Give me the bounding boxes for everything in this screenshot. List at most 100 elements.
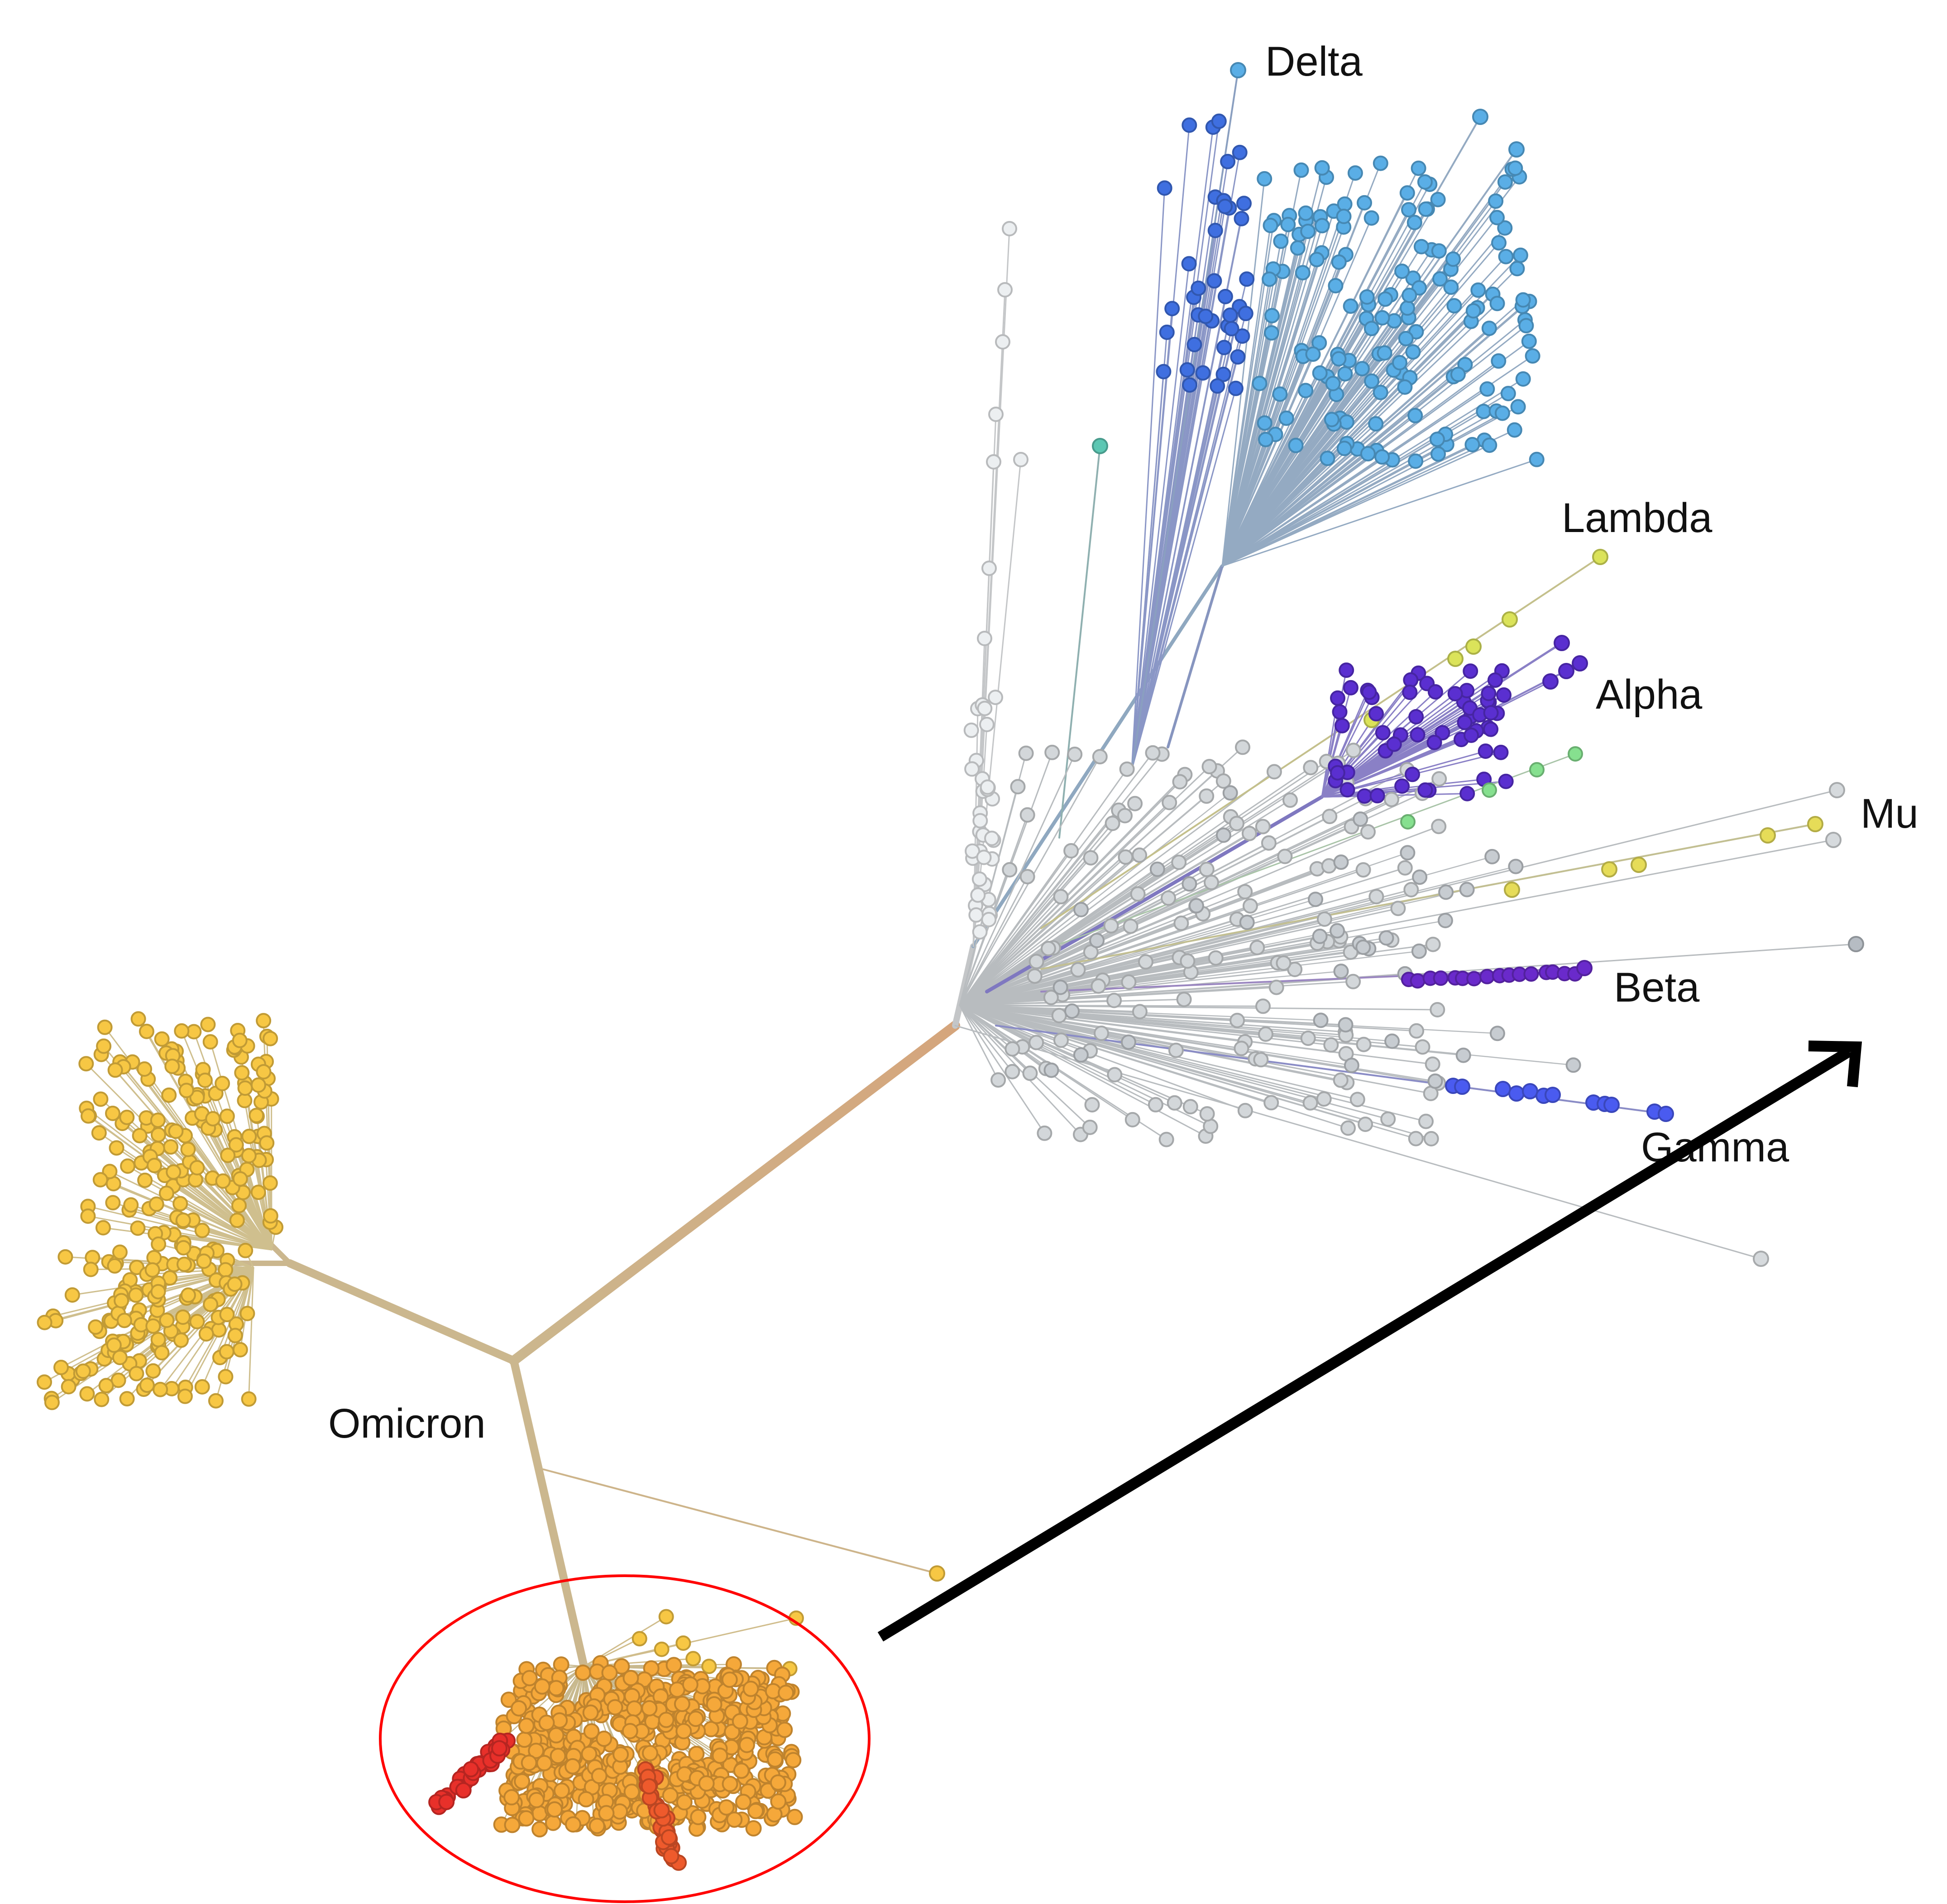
delta-branch [1221, 415, 1416, 567]
delta-dark-tip [1232, 144, 1248, 160]
other-tip [1053, 1032, 1069, 1048]
other-tip [1121, 1034, 1136, 1050]
other-branch [959, 781, 1181, 1006]
omicron-ba2-tip [514, 1773, 531, 1790]
other-tip [1229, 1012, 1245, 1028]
omicron-ba1-tip [211, 1322, 227, 1338]
other-branch [959, 1004, 1272, 1103]
delta-tip [1368, 416, 1384, 432]
other-branch [959, 818, 1361, 1006]
omicron-ba2-tip [598, 1805, 615, 1822]
delta-tip [1359, 289, 1375, 305]
other-branch [959, 998, 1185, 1006]
other-branch [959, 1004, 1013, 1050]
delta-tip [1482, 437, 1497, 453]
other-long-branch [954, 1025, 1762, 1260]
other-tip [1415, 1039, 1430, 1055]
lambda-tip [1592, 549, 1608, 565]
alpha-tip [1330, 690, 1345, 706]
delta-dark-tip [1217, 289, 1233, 304]
omicron-ba1-tip [96, 1038, 112, 1054]
omicron-ba2-tip [770, 1793, 787, 1810]
omicron-ba2-tip [738, 1736, 755, 1753]
other-tip [1323, 1037, 1339, 1053]
other-branch [959, 1004, 1353, 1066]
delta-tip [1339, 414, 1354, 430]
other-tip [1092, 749, 1108, 765]
omicron-ba2-tip [548, 1680, 564, 1697]
other-tip [1753, 1251, 1769, 1267]
omicron-ba1-tip [112, 1350, 128, 1365]
other-branch [959, 1004, 1073, 1012]
other-tip [1241, 825, 1257, 841]
alpha-tip [1332, 704, 1348, 720]
alpha-tip [1405, 767, 1420, 782]
other-tip [1053, 889, 1069, 905]
omicron-ba1-tip [107, 1258, 123, 1274]
alpha-tip [1459, 786, 1475, 801]
other-tip [1423, 1131, 1439, 1146]
other-tip [1408, 1131, 1424, 1146]
omicron-ba1-tip [95, 1220, 111, 1236]
other-tip [1489, 1026, 1505, 1041]
omicron-ba2-tip [665, 1657, 682, 1674]
basal-tip [972, 924, 988, 940]
other-tip [1353, 811, 1368, 827]
omicron-ba1-tip [161, 1087, 177, 1103]
delta-tip [1354, 361, 1370, 377]
delta-tip [1472, 109, 1488, 125]
other-tip [1390, 901, 1406, 916]
other-tip [1277, 849, 1293, 864]
delta-tip [1400, 300, 1415, 316]
omicron-ba1-tip [259, 1135, 275, 1151]
other-branch [959, 780, 1225, 1006]
delta-tip [1431, 243, 1447, 259]
delta-tip [1481, 321, 1497, 336]
delta-tip [1312, 365, 1328, 381]
omicron-ba2-tip [721, 1671, 738, 1688]
other-branch [959, 815, 1126, 1006]
omicron-ba1-tip [137, 1061, 153, 1077]
delta-branch [1221, 453, 1439, 567]
gamma-tip [1454, 1079, 1470, 1095]
other-tip [1300, 1031, 1316, 1046]
gamma-tip [1495, 1081, 1511, 1097]
other-tip [1400, 845, 1416, 861]
clade-label-lambda: Lambda [1562, 495, 1713, 541]
basal-tip [963, 722, 979, 738]
other-branch [959, 970, 1342, 1006]
omicron-ba1-tip [163, 1139, 179, 1155]
omicron-ba2-tip [718, 1799, 735, 1816]
delta-tip [1258, 432, 1273, 447]
omicron-ba1-tip [263, 1031, 278, 1046]
delta-tip [1298, 205, 1314, 221]
delta-tip [1470, 282, 1486, 298]
omicron-ba2-tip [612, 1803, 628, 1820]
alpha-tip [1558, 663, 1574, 679]
basal-tip [980, 779, 995, 795]
omicron-ba2-tip [706, 1696, 722, 1712]
delta-tip [1320, 451, 1335, 466]
other-branch [959, 768, 1128, 1006]
delta-tip [1401, 202, 1416, 218]
omicron-ba2-tip [591, 1768, 608, 1784]
omicron-ba1-tip [139, 1377, 155, 1393]
omicron-ba2-tip [511, 1700, 527, 1717]
beta-tip [1410, 973, 1426, 989]
alpha-tip [1542, 673, 1559, 690]
delta-tip [1446, 298, 1462, 314]
omicron-ba2-tip [685, 1651, 701, 1667]
trunk-branch [509, 1021, 960, 1366]
other-tip [1145, 745, 1161, 761]
omicron-ba1-tip [148, 1196, 164, 1212]
other-tip [1043, 1062, 1059, 1078]
other-tip [1333, 1072, 1349, 1088]
omicron-red-tip [463, 1761, 479, 1778]
omicron-ba2-tip [516, 1731, 533, 1748]
omicron-ba2-tip [631, 1631, 647, 1647]
omicron-ba2-tip [786, 1808, 803, 1825]
delta-tip [1399, 185, 1415, 201]
omicron-ba2-tip [538, 1714, 555, 1731]
other-tip [1263, 1095, 1279, 1111]
other-tip [1119, 761, 1135, 777]
